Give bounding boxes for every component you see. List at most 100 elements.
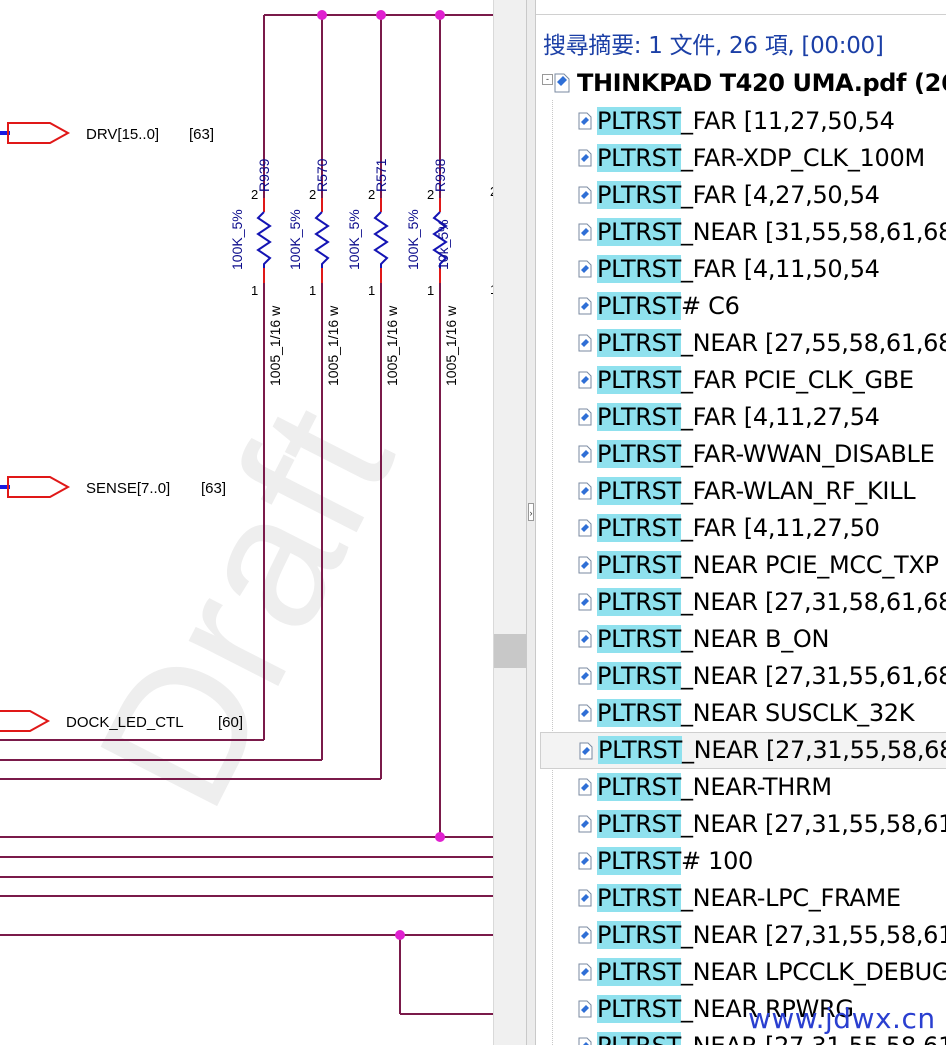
resistor-pin-1: 1 [309, 283, 316, 298]
search-result-item[interactable]: PLTRST_NEAR B_ON [573, 621, 946, 658]
search-result-item[interactable]: PLTRST_NEAR [27,31,55,58,68,6 [540, 732, 946, 769]
result-text: PLTRST_NEAR [27,31,58,61,68,6 [597, 584, 946, 621]
match-highlight: PLTRST [597, 699, 681, 727]
result-text: PLTRST_NEAR [27,31,55,58,61,6 [597, 917, 946, 954]
match-highlight: PLTRST [597, 884, 681, 912]
search-result-item[interactable]: PLTRST_NEAR-LPC_FRAME [573, 880, 946, 917]
match-highlight: PLTRST [597, 773, 681, 801]
match-highlight: PLTRST [597, 218, 681, 246]
search-result-item[interactable]: PLTRST_FAR [4,11,27,54 [573, 399, 946, 436]
result-text: PLTRST_NEAR-LPC_FRAME [597, 880, 901, 917]
resistor-package: 1005_1/16 w [325, 305, 341, 386]
resistor-pin-1: 1 [427, 283, 434, 298]
result-text: PLTRST_NEAR [27,31,55,58,61,6 [597, 806, 946, 843]
result-text: PLTRST_NEAR PCIE_MCC_TXP [597, 547, 939, 584]
search-result-item[interactable]: PLTRST# C6 [573, 288, 946, 325]
search-result-item[interactable]: PLTRST_FAR [4,27,50,54 [573, 177, 946, 214]
result-text: PLTRST_NEAR [31,55,58,61,68,6 [597, 214, 946, 251]
search-result-item[interactable]: PLTRST_NEAR-THRM [573, 769, 946, 806]
match-context: _NEAR [27,31,55,58,61,6 [680, 921, 946, 949]
port-dock-led-ref: [60] [218, 714, 243, 731]
match-highlight: PLTRST [597, 107, 681, 135]
port-drv [0, 122, 71, 144]
panel-splitter[interactable]: › [526, 0, 536, 1045]
collapse-toggle-icon[interactable]: - [542, 74, 553, 85]
search-result-item[interactable]: PLTRST_NEAR [27,31,55,58,61,6 [573, 917, 946, 954]
search-result-item[interactable]: PLTRST# 100 [573, 843, 946, 880]
match-highlight: PLTRST [597, 181, 681, 209]
match-context: _FAR PCIE_CLK_GBE [680, 366, 914, 394]
port-dock-led-label: DOCK_LED_CTL [66, 714, 184, 731]
match-highlight: PLTRST [597, 329, 681, 357]
scrollbar-thumb[interactable] [494, 634, 527, 668]
page-result-icon [578, 371, 592, 389]
search-result-item[interactable]: PLTRST_NEAR [27,31,55,58,61,6 [573, 806, 946, 843]
search-result-item[interactable]: PLTRST_NEAR [27,31,58,61,68,6 [573, 584, 946, 621]
search-result-item[interactable]: PLTRST_FAR-XDP_CLK_100M [573, 140, 946, 177]
match-highlight: PLTRST [597, 662, 681, 690]
resistor-package: 1005_1/16 w [267, 305, 283, 386]
match-context: _FAR [4,27,50,54 [680, 181, 880, 209]
match-context: _NEAR PCIE_MCC_TXP [680, 551, 939, 579]
search-result-item[interactable]: PLTRST_FAR-WLAN_RF_KILL [573, 473, 946, 510]
search-result-item[interactable]: PLTRST_NEAR [27,31,55,61,68,6 [573, 658, 946, 695]
search-results-panel: 搜尋摘要: 1 文件, 26 項, [00:00] - THINKPAD T42… [536, 0, 946, 1045]
resistor-value: 100K_5% [405, 209, 421, 270]
result-text: PLTRST_NEAR [27,31,55,61,68,6 [597, 658, 946, 695]
resistor-pin-2: 2 [309, 187, 316, 202]
panel-header-strip [536, 0, 946, 15]
search-result-item[interactable]: PLTRST_NEAR [31,55,58,61,68,6 [573, 214, 946, 251]
resistor-designator: R571 [373, 158, 389, 192]
resistor-5-pin-bottom: 1 [490, 282, 493, 297]
page-result-icon [578, 297, 592, 315]
search-result-item[interactable]: PLTRST_NEAR PCIE_MCC_TXP [573, 547, 946, 584]
page-result-icon [578, 482, 592, 500]
page-result-icon [578, 260, 592, 278]
search-result-item[interactable]: PLTRST_FAR [11,27,50,54 [573, 103, 946, 140]
match-highlight: PLTRST [598, 736, 682, 764]
resistor-pin-2: 2 [251, 187, 258, 202]
site-watermark: www.jdwx.cn [748, 1002, 936, 1035]
page-result-icon [578, 1000, 592, 1018]
search-result-item[interactable]: PLTRST_NEAR LPCCLK_DEBUG [573, 954, 946, 991]
result-text: PLTRST_NEAR-THRM [597, 769, 832, 806]
match-context: _NEAR B_ON [680, 625, 830, 653]
match-context: _NEAR [27,31,55,58,61,6 [680, 810, 946, 838]
search-result-item[interactable]: PLTRST_FAR-WWAN_DISABLE [573, 436, 946, 473]
collapse-arrow-icon[interactable]: › [528, 503, 534, 521]
search-result-item[interactable]: PLTRST_NEAR [27,55,58,61,68,6 [573, 325, 946, 362]
search-result-item[interactable]: PLTRST_FAR [4,11,27,50 [573, 510, 946, 547]
match-highlight: PLTRST [597, 477, 681, 505]
match-highlight: PLTRST [597, 625, 681, 653]
search-summary: 搜尋摘要: 1 文件, 26 項, [00:00] [543, 33, 884, 59]
schematic-watermark: Draft [58, 376, 434, 839]
result-text: PLTRST_NEAR B_ON [597, 621, 829, 658]
match-context: # C6 [680, 292, 740, 320]
result-text: PLTRST_NEAR [27,31,55,58,68,6 [598, 732, 946, 769]
match-context: _FAR [4,11,27,50 [680, 514, 880, 542]
schematic-viewer[interactable]: Draft [0, 0, 493, 1045]
page-result-icon [578, 334, 592, 352]
match-highlight: PLTRST [597, 810, 681, 838]
match-context: _FAR-WWAN_DISABLE [680, 440, 935, 468]
search-result-item[interactable]: PLTRST_NEAR SUSCLK_32K [573, 695, 946, 732]
match-context: _NEAR [27,31,55,58,68,6 [681, 736, 946, 764]
match-highlight: PLTRST [597, 958, 681, 986]
match-context: _FAR [4,11,27,54 [680, 403, 880, 431]
result-text: PLTRST_FAR [4,27,50,54 [597, 177, 880, 214]
schematic-vertical-scrollbar[interactable] [493, 0, 527, 1045]
search-result-item[interactable]: PLTRST_NEAR RPWRG [573, 991, 946, 1028]
match-context: _NEAR [27,31,55,58,61,6 [681, 1032, 946, 1045]
match-highlight: PLTRST [597, 921, 681, 949]
resistor-package: 1005_1/16 w [443, 305, 459, 386]
match-highlight: PLTRST [597, 1032, 681, 1045]
search-result-item[interactable]: PLTRST_FAR PCIE_CLK_GBE [573, 362, 946, 399]
port-drv-ref: [63] [189, 126, 214, 143]
result-text: PLTRST_FAR PCIE_CLK_GBE [597, 362, 914, 399]
search-result-item[interactable]: PLTRST_FAR [4,11,50,54 [573, 251, 946, 288]
page-result-icon [578, 149, 592, 167]
match-highlight: PLTRST [597, 366, 681, 394]
match-highlight: PLTRST [597, 514, 681, 542]
match-context: _FAR [4,11,50,54 [680, 255, 880, 283]
search-result-item[interactable]: PLTRST_NEAR [27,31,55,58,61,6 [573, 1028, 946, 1045]
